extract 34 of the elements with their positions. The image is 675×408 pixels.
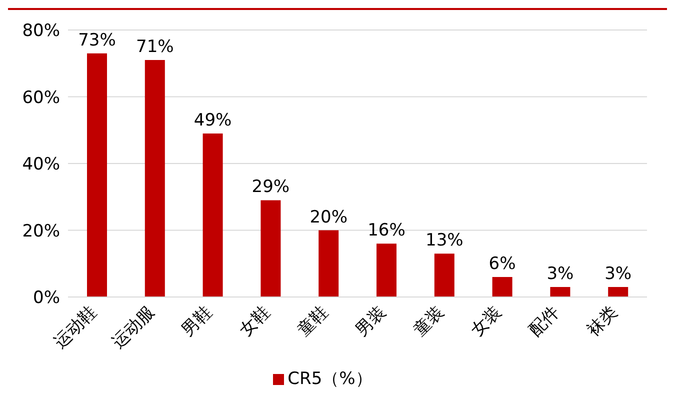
bar	[608, 286, 628, 297]
bar	[260, 200, 281, 297]
bar	[550, 286, 570, 297]
x-tick-label: 男鞋	[178, 302, 216, 341]
x-tick-label: 袜类	[583, 302, 622, 341]
data-label: 20%	[310, 207, 348, 228]
y-tick-label: 80%	[22, 21, 60, 42]
data-label: 71%	[136, 37, 174, 58]
y-tick-label: 20%	[22, 221, 60, 242]
data-label: 3%	[604, 264, 632, 284]
data-label: 73%	[78, 30, 116, 50]
bar	[202, 133, 223, 297]
data-label: 3%	[546, 264, 574, 284]
x-tick-label: 男装	[352, 302, 390, 341]
data-label: 6%	[488, 254, 516, 274]
bar	[376, 244, 396, 297]
y-tick-label: 40%	[22, 154, 60, 175]
x-tick-label: 童装	[410, 302, 448, 341]
bar	[434, 254, 454, 297]
data-label: 16%	[368, 220, 406, 241]
bar	[492, 276, 512, 297]
x-tick-label: 童鞋	[294, 302, 332, 341]
data-label: 29%	[252, 177, 290, 198]
bar	[87, 53, 107, 297]
data-label: 49%	[194, 110, 232, 130]
bar	[318, 230, 339, 297]
bar	[144, 60, 165, 297]
y-tick-label: 60%	[22, 88, 60, 108]
x-tick-label: 配件	[526, 302, 564, 341]
legend-label: CR5（%）	[288, 369, 372, 389]
x-tick-label: 运动服	[108, 302, 158, 353]
x-tick-label: 女装	[468, 302, 506, 341]
data-label: 13%	[426, 230, 464, 251]
x-tick-label: 女鞋	[236, 302, 274, 341]
